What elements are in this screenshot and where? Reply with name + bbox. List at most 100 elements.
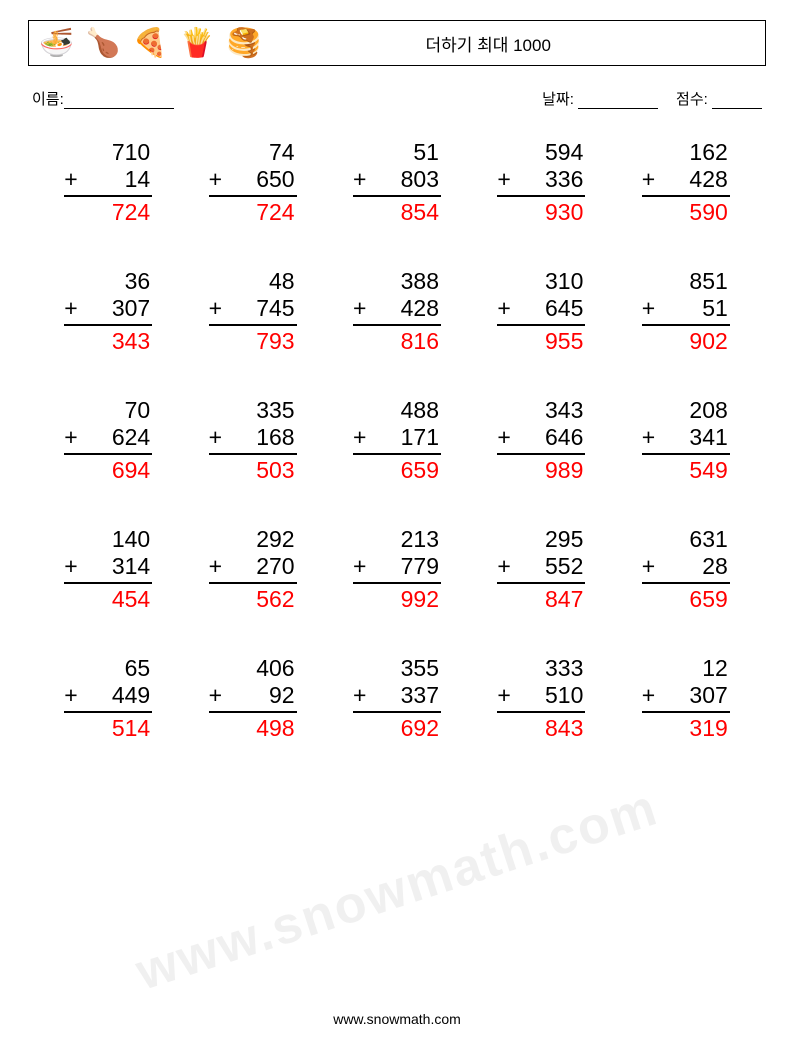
addend-top: 70 [64,397,152,424]
addend-bottom-row: +779 [353,553,441,584]
problem: 335+168503 [209,397,297,484]
addend-bottom-row: +171 [353,424,441,455]
problem: 292+270562 [209,526,297,613]
operator: + [353,295,366,322]
operator: + [497,166,510,193]
operator: + [209,295,222,322]
problem: 140+314454 [64,526,152,613]
addend-top: 65 [64,655,152,682]
answer: 659 [353,455,441,484]
addend-bottom: 28 [655,553,728,580]
info-row: 이름: 날짜: 점수: [28,88,766,109]
operator: + [642,295,655,322]
addend-top: 295 [497,526,585,553]
addend-top: 51 [353,139,441,166]
operator: + [497,295,510,322]
answer: 989 [497,455,585,484]
operator: + [642,166,655,193]
addend-bottom: 51 [655,295,728,322]
addend-bottom: 646 [511,424,584,451]
header-box: 🍜 🍗 🍕 🍟 🥞 더하기 최대 1000 [28,20,766,66]
answer: 694 [64,455,152,484]
addend-top: 631 [642,526,730,553]
addend-top: 292 [209,526,297,553]
food-icon-5: 🥞 [227,29,262,57]
addend-bottom: 341 [655,424,728,451]
addend-top: 851 [642,268,730,295]
addend-bottom-row: +624 [64,424,152,455]
problem: 213+779992 [353,526,441,613]
addend-bottom: 270 [222,553,295,580]
addend-bottom: 449 [78,682,151,709]
addend-bottom: 624 [78,424,151,451]
operator: + [353,682,366,709]
addend-bottom-row: +270 [209,553,297,584]
problem: 208+341549 [642,397,730,484]
answer: 843 [497,713,585,742]
operator: + [497,553,510,580]
operator: + [209,553,222,580]
problem: 36+307343 [64,268,152,355]
problem: 333+510843 [497,655,585,742]
addend-bottom: 650 [222,166,295,193]
addend-bottom: 428 [655,166,728,193]
problem: 65+449514 [64,655,152,742]
addend-bottom-row: +341 [642,424,730,455]
operator: + [64,166,77,193]
addend-top: 355 [353,655,441,682]
operator: + [353,553,366,580]
food-icon-4: 🍟 [180,29,215,57]
operator: + [353,166,366,193]
problem: 710+ 14724 [64,139,152,226]
addend-bottom-row: + 28 [642,553,730,584]
addend-bottom-row: +745 [209,295,297,326]
answer: 590 [642,197,730,226]
addend-bottom: 745 [222,295,295,322]
problem: 594+336930 [497,139,585,226]
addend-top: 36 [64,268,152,295]
addend-top: 74 [209,139,297,166]
answer: 854 [353,197,441,226]
addend-bottom: 336 [511,166,584,193]
score-label: 점수: [676,91,708,108]
problem: 355+337692 [353,655,441,742]
answer: 847 [497,584,585,613]
date-blank [578,92,658,109]
problem: 70+624694 [64,397,152,484]
addend-bottom-row: +307 [642,682,730,713]
addend-bottom-row: +428 [642,166,730,197]
answer: 793 [209,326,297,355]
score-blank [712,92,762,109]
answer: 816 [353,326,441,355]
addend-top: 208 [642,397,730,424]
answer: 319 [642,713,730,742]
answer: 955 [497,326,585,355]
answer: 930 [497,197,585,226]
food-icon-2: 🍗 [86,29,121,57]
problem: 388+428816 [353,268,441,355]
addend-bottom: 428 [366,295,439,322]
addend-top: 162 [642,139,730,166]
addend-bottom: 171 [366,424,439,451]
addend-bottom-row: +552 [497,553,585,584]
name-blank [64,92,174,109]
addend-top: 48 [209,268,297,295]
addend-bottom-row: +337 [353,682,441,713]
addend-bottom: 552 [511,553,584,580]
operator: + [353,424,366,451]
watermark: www.snowmath.com [129,777,665,1002]
addend-top: 12 [642,655,730,682]
addend-bottom-row: +428 [353,295,441,326]
operator: + [642,682,655,709]
addend-bottom-row: +314 [64,553,152,584]
answer: 659 [642,584,730,613]
operator: + [64,295,77,322]
addend-bottom-row: +336 [497,166,585,197]
addend-bottom: 337 [366,682,439,709]
addend-top: 140 [64,526,152,553]
addend-top: 343 [497,397,585,424]
addend-bottom: 307 [78,295,151,322]
addend-bottom-row: +803 [353,166,441,197]
addend-bottom: 14 [78,166,151,193]
answer: 692 [353,713,441,742]
